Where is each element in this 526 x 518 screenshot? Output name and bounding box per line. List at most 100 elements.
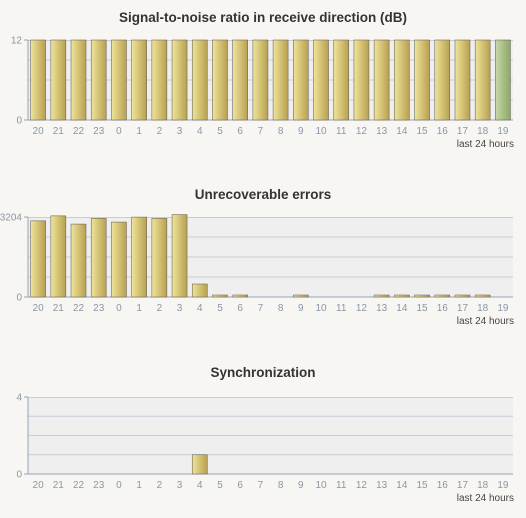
x-tick-label: 6: [237, 480, 243, 491]
x-tick-label: 7: [258, 126, 264, 137]
bar: [414, 294, 430, 298]
bar: [414, 39, 430, 121]
x-tick-label: 4: [197, 126, 203, 137]
bar: [111, 221, 127, 298]
x-tick-label: 8: [278, 480, 284, 491]
x-tick-label: 18: [477, 303, 489, 314]
gridlines: [28, 40, 513, 101]
x-tick-label: 3: [177, 480, 183, 491]
bar: [252, 39, 269, 121]
x-tick-label: 7: [258, 480, 264, 491]
x-tick-label: 6: [237, 126, 243, 137]
x-tick-label: 0: [116, 126, 122, 137]
bar: [353, 39, 370, 121]
x-tick-label: 1: [136, 480, 142, 491]
x-tick-label: 9: [298, 480, 304, 491]
x-tick-label: 12: [356, 303, 368, 314]
bar: [434, 294, 451, 298]
x-tick-label: 5: [217, 126, 223, 137]
bar: [212, 39, 228, 121]
bar: [454, 39, 471, 121]
bar: [50, 39, 67, 121]
x-tick-label: 10: [315, 303, 327, 314]
x-tick-label: 20: [33, 303, 45, 314]
x-tick-label: 9: [298, 303, 304, 314]
x-tick-label: 11: [336, 126, 347, 137]
x-tick-label: 20: [33, 126, 45, 137]
y-tick-label: 0: [16, 470, 22, 481]
x-tick-label: 13: [376, 303, 388, 314]
bar: [50, 215, 67, 298]
bar: [434, 39, 451, 121]
bar: [131, 216, 147, 298]
x-tick-label: 4: [197, 303, 203, 314]
bar: [373, 294, 390, 298]
x-tick-label: 3: [177, 303, 183, 314]
x-tick-label: 22: [73, 303, 85, 314]
bar: [373, 39, 390, 121]
snr-chart-title: Signal-to-noise ratio in receive directi…: [118, 10, 408, 25]
bar: [394, 294, 410, 298]
x-tick-label: 18: [477, 126, 489, 137]
x-tick-label: 12: [356, 126, 368, 137]
x-tick-label: 14: [396, 126, 408, 137]
bar: [232, 294, 248, 298]
x-tick-label: 18: [477, 480, 489, 491]
x-tick-label: 14: [396, 480, 408, 491]
bar: [394, 39, 410, 121]
bar: [30, 220, 46, 298]
x-tick-label: 11: [336, 303, 347, 314]
x-tick-label: 5: [217, 303, 223, 314]
x-tick-label: 15: [417, 126, 429, 137]
x-tick-label: 19: [497, 480, 509, 491]
x-tick-label: 16: [437, 303, 449, 314]
bar: [30, 39, 46, 121]
x-tick-label: 21: [53, 303, 65, 314]
bar: [171, 214, 188, 298]
axes: [24, 216, 513, 298]
sync-chart-title: Synchronization: [210, 365, 316, 380]
snr-chart-footer: last 24 hours: [456, 139, 514, 150]
bar: [454, 294, 471, 298]
x-tick-label: 15: [417, 303, 429, 314]
x-tick-label: 17: [457, 303, 469, 314]
x-tick-label: 20: [33, 480, 45, 491]
x-tick-label: 23: [93, 126, 105, 137]
bar: [313, 39, 329, 121]
x-tick-label: 19: [497, 303, 509, 314]
bar: [111, 39, 127, 121]
x-tick-label: 21: [53, 480, 65, 491]
errors-chart-footer: last 24 hours: [456, 316, 514, 327]
x-tick-label: 17: [457, 126, 469, 137]
bar: [232, 39, 248, 121]
x-tick-label: 10: [315, 480, 327, 491]
x-tick-label: 16: [437, 480, 449, 491]
x-tick-label: 23: [93, 303, 105, 314]
bar: [293, 294, 309, 298]
bar: [272, 39, 289, 121]
gridlines: [28, 217, 513, 278]
x-tick-label: 23: [93, 480, 105, 491]
x-tick-label: 1: [136, 303, 142, 314]
x-tick-label: 5: [217, 480, 223, 491]
x-tick-label: 13: [376, 480, 388, 491]
x-tick-label: 4: [197, 480, 203, 491]
x-tick-label: 15: [417, 480, 429, 491]
bar: [474, 39, 491, 121]
bar: [212, 294, 228, 298]
x-tick-label: 19: [497, 126, 509, 137]
x-tick-label: 9: [298, 126, 304, 137]
bar: [90, 39, 107, 121]
x-tick-label: 1: [136, 126, 142, 137]
bar: [191, 283, 208, 298]
x-tick-label: 0: [116, 480, 122, 491]
x-tick-label: 22: [73, 126, 85, 137]
bar: [474, 294, 491, 298]
y-tick-label: 12: [11, 36, 23, 47]
bar: [191, 454, 208, 475]
bar: [131, 39, 147, 121]
x-tick-label: 21: [53, 126, 65, 137]
